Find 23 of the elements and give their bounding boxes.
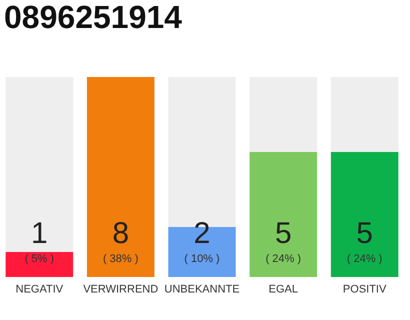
x-tick-label: POSITIV (342, 284, 387, 296)
data-label: 2 (194, 217, 210, 250)
annotation: ( 5% ) (24, 253, 54, 265)
data-label: 5 (274, 217, 292, 250)
bar (330, 77, 398, 152)
x-tick-label: EGAL (268, 284, 298, 296)
annotation: ( 10% ) (184, 253, 220, 265)
annotation: ( 24% ) (266, 253, 302, 265)
chart-title: 0896251914 (4, 0, 182, 35)
annotation: ( 24% ) (346, 253, 382, 265)
bar (6, 77, 74, 252)
data-label: 5 (356, 217, 373, 250)
bar (330, 152, 398, 277)
x-tick-label: VERWIRREND (83, 284, 158, 296)
data-label: 1 (31, 217, 48, 250)
bar (250, 77, 318, 152)
annotation: ( 38% ) (102, 253, 138, 265)
x-tick-label: UNBEKANNTE (164, 284, 240, 296)
bar (250, 152, 318, 277)
x-tick-label: NEGATIV (16, 284, 64, 296)
data-label: 8 (112, 217, 130, 250)
bar (86, 77, 154, 277)
bar (6, 252, 74, 277)
